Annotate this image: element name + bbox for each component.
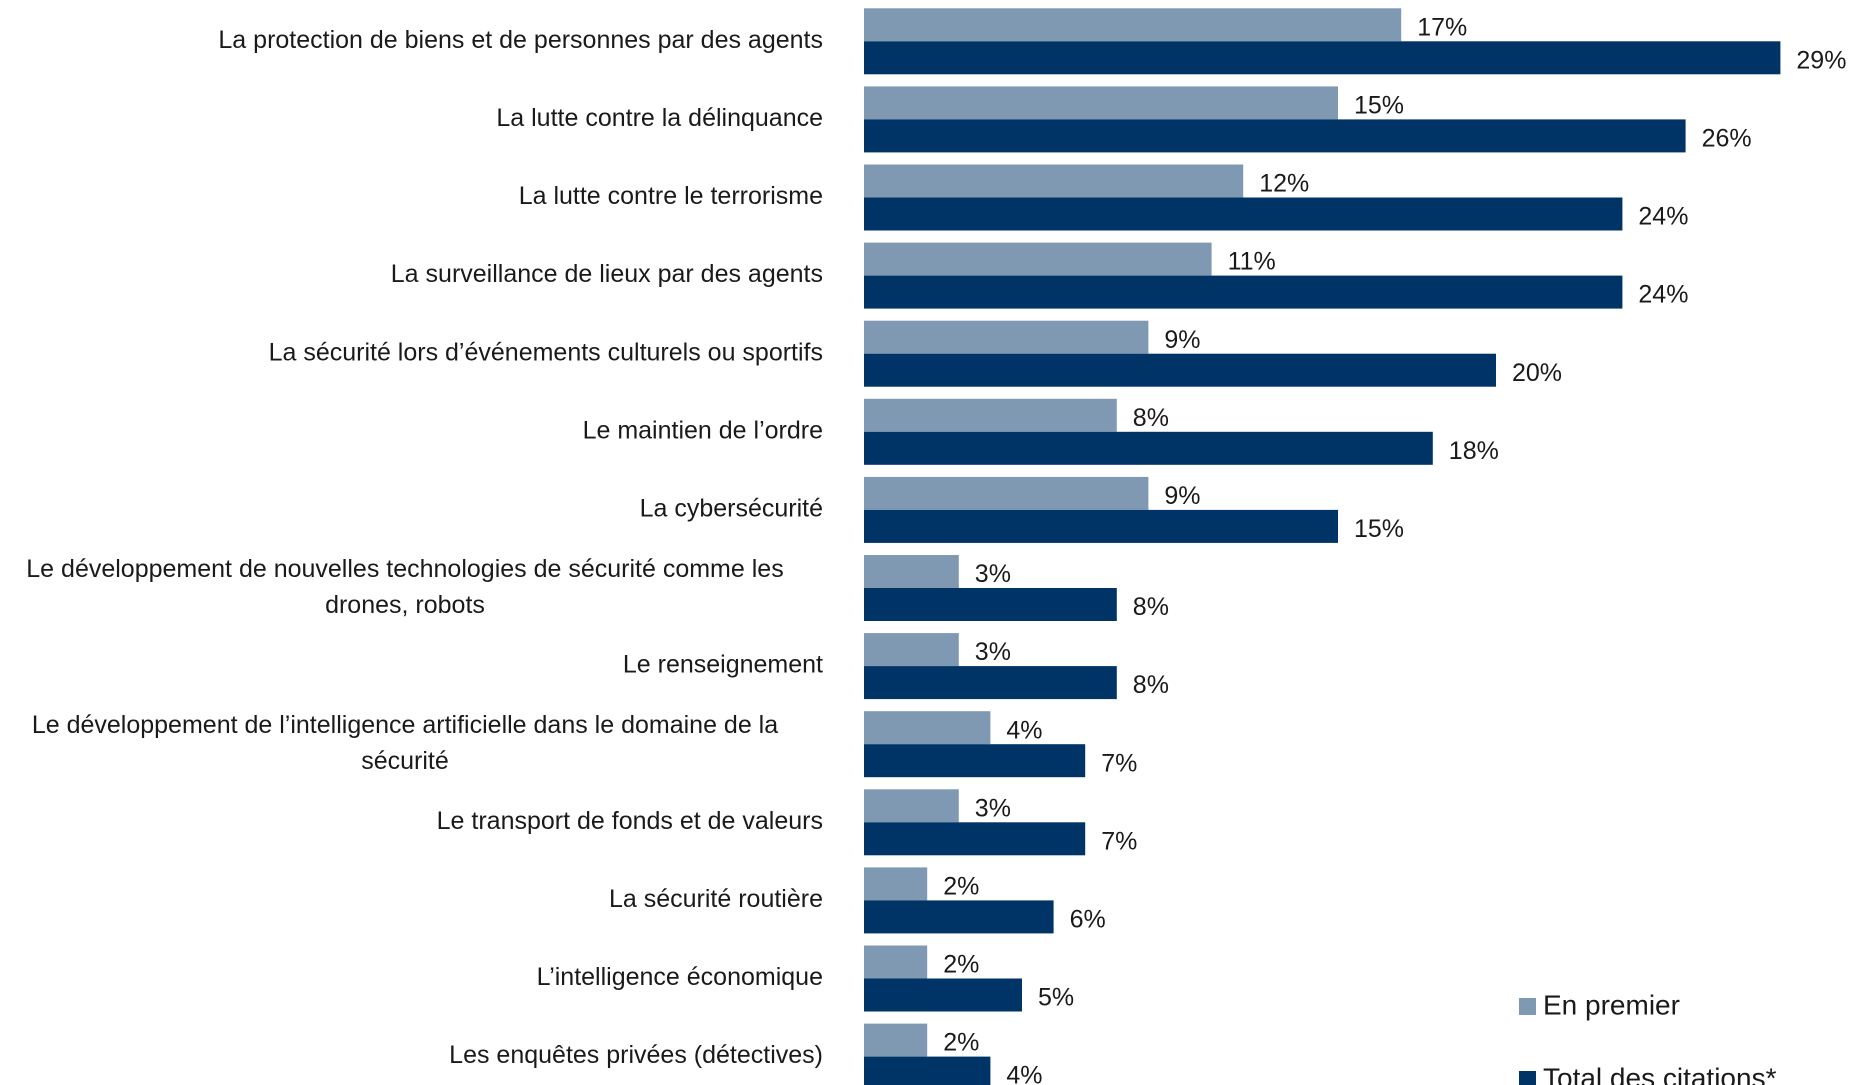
category-label: L’intelligence économique	[537, 963, 823, 991]
category-label: La surveillance de lieux par des agents	[391, 260, 823, 288]
value-label: 15%	[1354, 92, 1404, 120]
bar	[864, 8, 1402, 42]
value-label: 4%	[1006, 1062, 1042, 1085]
category-label: La lutte contre la délinquance	[496, 104, 823, 132]
category-label: Le transport de fonds et de valeurs	[437, 807, 823, 835]
category-label: La sécurité routière	[609, 885, 823, 913]
value-label: 7%	[1101, 749, 1137, 777]
bar	[864, 41, 1781, 75]
category-label: Le développement de l’intelligence artif…	[32, 711, 778, 775]
bar	[864, 1023, 928, 1057]
bar	[864, 275, 1623, 309]
value-label: 8%	[1133, 404, 1169, 432]
bar	[864, 398, 1117, 432]
value-label: 9%	[1164, 482, 1200, 510]
value-label: 5%	[1038, 984, 1074, 1012]
value-label: 6%	[1070, 906, 1106, 934]
bar	[864, 353, 1496, 387]
bar	[864, 945, 928, 979]
category-label: Le maintien de l’ordre	[583, 416, 823, 444]
value-label: 24%	[1638, 281, 1688, 309]
value-label: 7%	[1101, 827, 1137, 855]
bar	[864, 867, 928, 901]
value-label: 24%	[1638, 203, 1688, 231]
bar	[864, 900, 1054, 934]
category-label: Le développement de nouvelles technologi…	[26, 555, 783, 619]
bar	[864, 822, 1086, 856]
legend-swatch	[1519, 998, 1536, 1015]
value-label: 17%	[1417, 13, 1467, 41]
bar	[864, 164, 1244, 198]
bar	[864, 711, 991, 745]
bar	[864, 588, 1117, 621]
value-label: 8%	[1133, 671, 1169, 699]
bar	[864, 744, 1086, 778]
legend-swatch	[1519, 1071, 1536, 1085]
bar	[864, 1056, 991, 1085]
bar	[864, 119, 1686, 153]
value-label: 3%	[975, 794, 1011, 822]
value-label: 2%	[943, 873, 979, 901]
bar	[864, 86, 1338, 120]
value-label: 2%	[943, 951, 979, 979]
bar	[864, 197, 1623, 231]
value-label: 29%	[1796, 46, 1846, 74]
legend-label: En premier	[1543, 989, 1680, 1020]
bar	[864, 320, 1149, 354]
bar	[864, 978, 1022, 1012]
bar	[864, 789, 959, 823]
category-label: La lutte contre le terrorisme	[519, 182, 823, 210]
category-label: Les enquêtes privées (détectives)	[449, 1041, 823, 1069]
value-label: 3%	[975, 638, 1011, 666]
value-label: 8%	[1133, 593, 1169, 621]
value-label: 26%	[1702, 125, 1752, 153]
value-label: 15%	[1354, 515, 1404, 543]
category-label: La sécurité lors d’événements culturels …	[269, 338, 823, 366]
category-label: La protection de biens et de personnes p…	[218, 26, 823, 54]
category-label: Le renseignement	[623, 651, 823, 679]
value-label: 20%	[1512, 359, 1562, 387]
value-label: 3%	[975, 560, 1011, 588]
value-label: 4%	[1006, 716, 1042, 744]
value-label: 11%	[1228, 248, 1276, 276]
bar	[864, 633, 959, 667]
bar	[864, 509, 1338, 543]
value-label: 18%	[1449, 437, 1499, 465]
value-label: 12%	[1259, 170, 1309, 198]
bar	[864, 476, 1149, 510]
value-label: 2%	[943, 1029, 979, 1057]
legend-label: Total des citations*	[1543, 1062, 1777, 1085]
bar	[864, 666, 1117, 700]
bar	[864, 431, 1433, 465]
bar	[864, 242, 1212, 276]
bar	[864, 555, 959, 588]
value-label: 9%	[1164, 326, 1200, 354]
category-label: La cybersécurité	[640, 495, 823, 523]
